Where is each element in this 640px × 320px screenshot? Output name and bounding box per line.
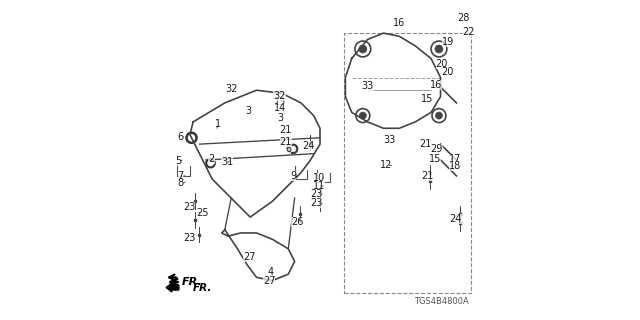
Text: 24: 24 bbox=[449, 214, 462, 224]
Text: 33: 33 bbox=[362, 81, 374, 91]
Text: 27: 27 bbox=[263, 276, 275, 286]
Text: 2: 2 bbox=[209, 154, 214, 164]
Text: 14: 14 bbox=[274, 103, 287, 113]
Text: 32: 32 bbox=[226, 84, 238, 94]
Text: 23: 23 bbox=[310, 198, 323, 208]
Text: 4: 4 bbox=[268, 267, 273, 277]
Text: 3: 3 bbox=[277, 113, 283, 123]
Text: 29: 29 bbox=[430, 144, 443, 154]
Text: 21: 21 bbox=[280, 125, 292, 135]
Text: 28: 28 bbox=[457, 13, 470, 23]
Text: 33: 33 bbox=[383, 135, 396, 145]
Text: 16: 16 bbox=[430, 79, 442, 90]
Text: 6: 6 bbox=[285, 144, 291, 154]
Text: 24: 24 bbox=[301, 141, 314, 151]
Text: TGS4B4800A: TGS4B4800A bbox=[414, 297, 469, 306]
Circle shape bbox=[208, 160, 213, 166]
Text: 7: 7 bbox=[178, 172, 184, 181]
Text: 9: 9 bbox=[291, 172, 296, 181]
Text: 27: 27 bbox=[243, 252, 256, 262]
Text: 21: 21 bbox=[280, 137, 292, 147]
Text: 6: 6 bbox=[177, 132, 184, 142]
Circle shape bbox=[188, 134, 195, 141]
Circle shape bbox=[435, 112, 442, 119]
Text: FR.: FR. bbox=[182, 277, 203, 287]
Text: 25: 25 bbox=[196, 208, 209, 218]
Circle shape bbox=[290, 146, 296, 152]
Text: 23: 23 bbox=[310, 189, 323, 199]
Circle shape bbox=[359, 112, 366, 119]
Circle shape bbox=[435, 45, 443, 53]
Text: FR.: FR. bbox=[193, 283, 212, 292]
Text: 20: 20 bbox=[436, 59, 448, 69]
Text: 1: 1 bbox=[215, 118, 221, 129]
Text: 5: 5 bbox=[175, 156, 181, 166]
Text: 31: 31 bbox=[221, 157, 234, 167]
Text: 10: 10 bbox=[313, 173, 326, 183]
FancyArrow shape bbox=[166, 283, 179, 292]
Text: 22: 22 bbox=[462, 27, 475, 37]
Text: 3: 3 bbox=[245, 107, 251, 116]
Circle shape bbox=[186, 132, 197, 143]
Text: 8: 8 bbox=[178, 178, 184, 188]
Circle shape bbox=[206, 158, 215, 168]
Text: 17: 17 bbox=[449, 154, 461, 164]
Text: 15: 15 bbox=[421, 94, 433, 104]
Text: 11: 11 bbox=[313, 181, 326, 191]
Text: 20: 20 bbox=[442, 67, 454, 77]
Text: 15: 15 bbox=[429, 154, 441, 164]
Circle shape bbox=[288, 144, 298, 154]
Text: 16: 16 bbox=[392, 18, 404, 28]
Text: 18: 18 bbox=[449, 161, 461, 171]
Text: 13: 13 bbox=[274, 97, 287, 107]
Text: 23: 23 bbox=[183, 202, 195, 212]
Text: 23: 23 bbox=[183, 233, 195, 243]
Circle shape bbox=[359, 45, 367, 53]
Text: 19: 19 bbox=[442, 37, 454, 47]
Text: 21: 21 bbox=[419, 139, 431, 149]
Text: 21: 21 bbox=[422, 172, 434, 181]
Text: 26: 26 bbox=[291, 218, 303, 228]
Text: 32: 32 bbox=[273, 91, 285, 100]
Text: 12: 12 bbox=[380, 160, 393, 170]
Bar bbox=[344, 33, 470, 293]
